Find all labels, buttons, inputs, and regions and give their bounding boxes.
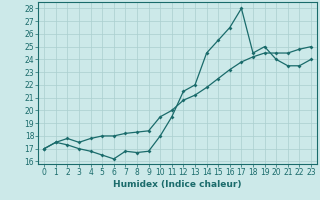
X-axis label: Humidex (Indice chaleur): Humidex (Indice chaleur) — [113, 180, 242, 189]
